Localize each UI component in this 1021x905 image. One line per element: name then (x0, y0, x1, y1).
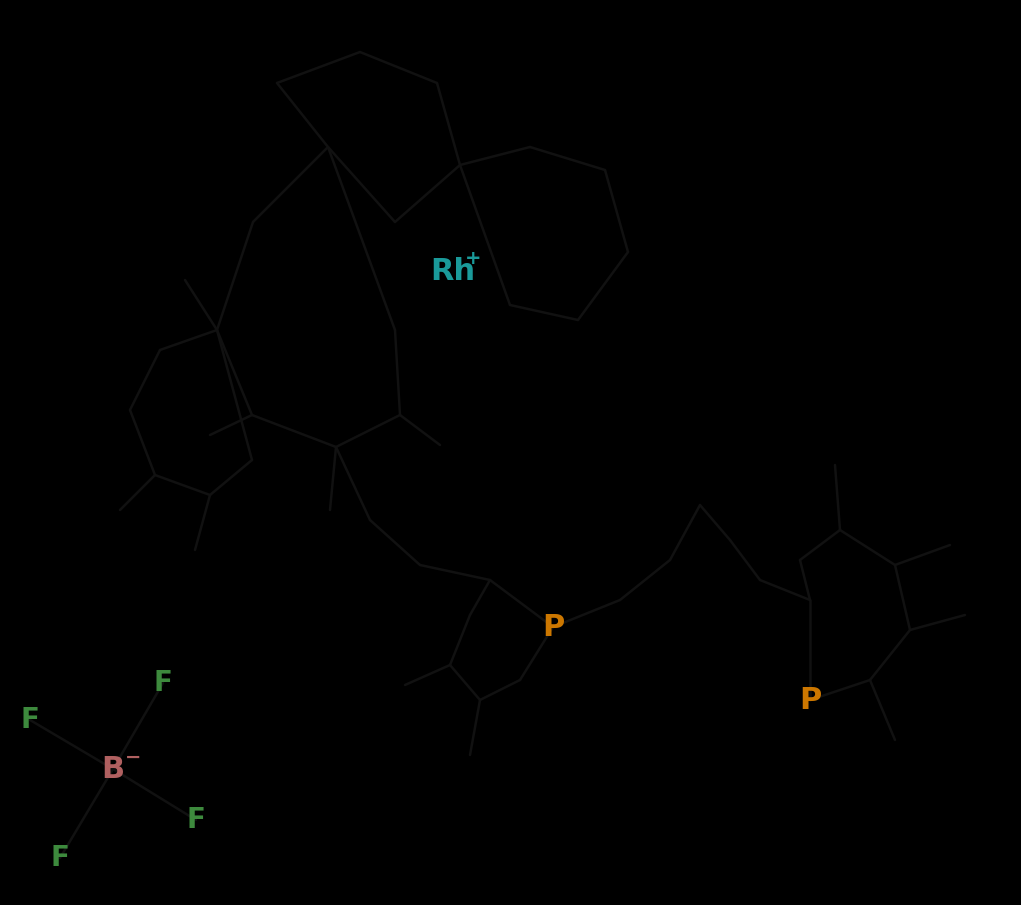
Text: Rh: Rh (431, 256, 476, 285)
Text: F: F (187, 806, 205, 834)
Text: F: F (153, 669, 173, 697)
Text: B: B (101, 755, 125, 784)
Text: P: P (798, 685, 821, 715)
Text: F: F (20, 706, 40, 734)
Text: F: F (51, 844, 69, 872)
Text: −: − (126, 748, 142, 767)
Text: P: P (542, 613, 565, 642)
Text: +: + (466, 250, 482, 269)
